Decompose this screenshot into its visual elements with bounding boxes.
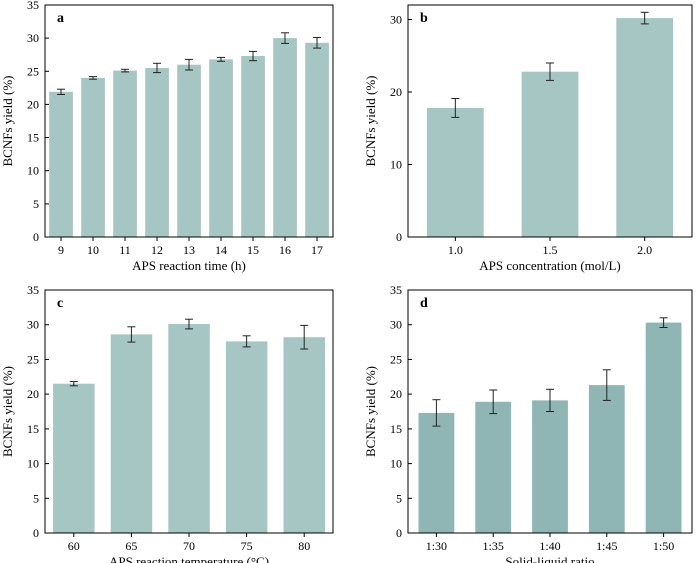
bar-b-1.0 xyxy=(426,107,484,238)
bar-a-14 xyxy=(209,59,233,238)
y-tick-label-a-15: 15 xyxy=(27,131,39,145)
y-tick-label-c-35: 35 xyxy=(27,283,39,297)
bar-a-12 xyxy=(145,68,169,237)
y-axis-title-a: BCNFs yield (%) xyxy=(0,76,15,167)
plot-frame-b xyxy=(407,4,693,238)
x-tick-label-c-70: 70 xyxy=(183,539,195,553)
y-tick-label-c-15: 15 xyxy=(27,422,39,436)
panel-label-c: c xyxy=(57,296,63,311)
y-tick-label-c-10: 10 xyxy=(27,457,39,471)
bar-d-1:45 xyxy=(588,385,625,533)
chart-panel-c: 60 65 70 75 80 0 5 10 15 20 25 30 35 c APS reaction te… xyxy=(0,283,334,563)
y-tick-label-d-5: 5 xyxy=(396,491,402,505)
bar-a-10 xyxy=(81,77,105,238)
y-tick-label-d-20: 20 xyxy=(390,387,402,401)
bar-d-1:50 xyxy=(645,322,682,533)
x-tick-label-a-12: 12 xyxy=(151,243,163,257)
y-tick-label-a-0: 0 xyxy=(33,230,39,244)
bar-c-60 xyxy=(53,383,95,533)
bar-d-1:40 xyxy=(532,400,568,533)
x-tick-label-a-11: 11 xyxy=(119,243,131,257)
x-tick-label-a-10: 10 xyxy=(87,243,99,257)
y-tick-label-c-5: 5 xyxy=(33,491,39,505)
x-axis-title-c: APS reaction temperature (°C) xyxy=(109,554,269,563)
bar-c-65 xyxy=(110,334,153,533)
y-tick-label-c-25: 25 xyxy=(27,352,39,366)
x-tick-label-a-13: 13 xyxy=(183,243,195,257)
y-tick-label-b-10: 10 xyxy=(390,158,402,172)
panel-label-b: b xyxy=(420,11,428,26)
y-tick-label-d-35: 35 xyxy=(390,283,402,297)
y-axis-title-d: BCNFs yield (%) xyxy=(363,366,378,457)
x-axis-title-a: APS reaction time (h) xyxy=(132,258,246,273)
x-tick-label-a-14: 14 xyxy=(215,243,227,257)
x-tick-label-d-1:35: 1:35 xyxy=(483,539,504,553)
y-tick-label-d-0: 0 xyxy=(396,526,402,540)
y-tick-label-a-5: 5 xyxy=(33,197,39,211)
bar-a-15 xyxy=(241,56,265,237)
bar-c-70 xyxy=(168,324,210,533)
bar-a-16 xyxy=(273,38,297,237)
x-tick-label-d-1:40: 1:40 xyxy=(539,539,560,553)
y-tick-label-b-30: 30 xyxy=(390,13,402,27)
y-axis-title-b: BCNFs yield (%) xyxy=(363,76,378,167)
plot-frame-d xyxy=(407,289,693,534)
x-tick-label-a-17: 17 xyxy=(311,243,323,257)
y-tick-label-c-20: 20 xyxy=(27,387,39,401)
x-tick-label-b-2.0: 2.0 xyxy=(637,243,652,257)
y-tick-label-a-10: 10 xyxy=(27,164,39,178)
y-tick-label-d-30: 30 xyxy=(390,318,402,332)
x-tick-label-d-1:30: 1:30 xyxy=(426,539,447,553)
chart-panel-b: 1.0 1.5 2.0 0 10 20 30 b APS concentration (mol/… xyxy=(363,4,693,273)
plot-frame-a xyxy=(44,4,334,238)
y-axis-title-c: BCNFs yield (%) xyxy=(0,366,15,457)
x-tick-label-a-15: 15 xyxy=(247,243,259,257)
x-tick-label-a-9: 9 xyxy=(58,243,64,257)
y-tick-label-a-30: 30 xyxy=(27,31,39,45)
bar-b-1.5 xyxy=(521,71,579,237)
y-tick-label-b-20: 20 xyxy=(390,85,402,99)
y-tick-label-c-0: 0 xyxy=(33,526,39,540)
y-tick-label-a-35: 35 xyxy=(27,0,39,12)
bar-c-80 xyxy=(283,337,325,533)
y-tick-label-d-15: 15 xyxy=(390,422,402,436)
plot-frame-c xyxy=(44,289,334,534)
x-axis-title-d: Solid-liquid ratio xyxy=(505,554,594,563)
y-tick-label-a-25: 25 xyxy=(27,64,39,78)
bar-a-9 xyxy=(49,91,73,237)
bar-b-2.0 xyxy=(616,18,674,237)
bar-a-13 xyxy=(177,64,201,237)
bar-d-1:30 xyxy=(418,412,455,533)
panel-label-d: d xyxy=(420,296,428,311)
y-tick-label-a-20: 20 xyxy=(27,97,39,111)
x-axis-title-b: APS concentration (mol/L) xyxy=(479,258,621,273)
x-tick-label-c-75: 75 xyxy=(241,539,253,553)
bar-a-11 xyxy=(113,70,137,237)
chart-panel-a: 9 10 11 12 13 14 15 16 17 0 5 10 15 20 25 30 35 a APS reac… xyxy=(0,0,334,273)
bar-d-1:35 xyxy=(475,401,512,533)
x-tick-label-c-60: 60 xyxy=(68,539,80,553)
x-tick-label-b-1.5: 1.5 xyxy=(543,243,558,257)
x-tick-label-c-65: 65 xyxy=(125,539,137,553)
y-tick-label-d-25: 25 xyxy=(390,352,402,366)
bar-a-17 xyxy=(305,42,329,237)
y-tick-label-d-10: 10 xyxy=(390,457,402,471)
y-tick-label-b-0: 0 xyxy=(396,230,402,244)
panel-label-a: a xyxy=(57,11,64,26)
x-tick-label-c-80: 80 xyxy=(298,539,310,553)
x-tick-label-a-16: 16 xyxy=(279,243,291,257)
chart-panel-d: 1:30 1:35 1:40 1:45 1:50 0 5 10 15 20 25 30 35 d Solid… xyxy=(363,283,693,563)
y-tick-label-c-30: 30 xyxy=(27,318,39,332)
x-tick-label-d-1:45: 1:45 xyxy=(596,539,617,553)
bar-c-75 xyxy=(225,341,268,533)
x-tick-label-d-1:50: 1:50 xyxy=(653,539,674,553)
x-tick-label-b-1.0: 1.0 xyxy=(448,243,463,257)
